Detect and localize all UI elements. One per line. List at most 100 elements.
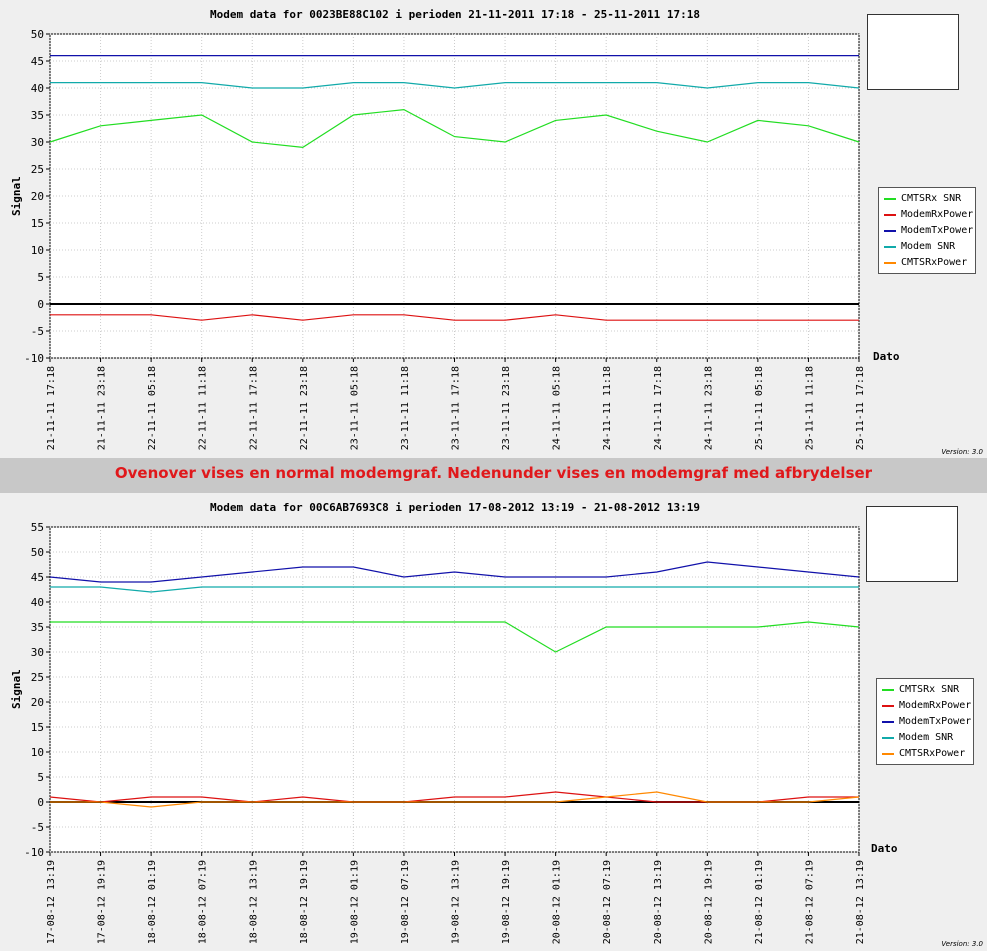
x-tick-label: 24-11-11 11:18: [602, 366, 613, 450]
series-line: [50, 314, 859, 321]
caption-band: Ovenover vises en normal modemgraf. Nede…: [0, 458, 987, 493]
series-line: [49, 108, 860, 149]
y-tick-label: 20: [31, 190, 44, 203]
y-tick-label: -10: [24, 846, 44, 859]
y-tick-label: 50: [31, 28, 44, 41]
x-axis-label: Dato: [871, 842, 898, 855]
x-tick-label: 22-11-11 11:18: [198, 366, 209, 450]
legend-label: CMTSRxPower: [899, 748, 966, 759]
x-tick-label: 18-08-12 07:19: [198, 860, 209, 944]
x-tick-label: 21-11-11 23:18: [97, 366, 108, 450]
x-tick-label: 23-11-11 11:18: [400, 366, 411, 450]
y-tick-label: 15: [31, 721, 44, 734]
x-tick-label: 25-11-11 05:18: [754, 366, 765, 450]
y-tick-label: 35: [31, 109, 44, 122]
y-tick-label: 30: [31, 646, 44, 659]
x-tick-label: 23-11-11 23:18: [501, 366, 512, 450]
x-tick-label: 20-08-12 19:19: [703, 860, 714, 944]
chart-panel-top: Modem data for 0023BE88C102 i perioden 2…: [0, 0, 987, 458]
y-tick-label: 20: [31, 696, 44, 709]
y-tick-label: 10: [31, 244, 44, 257]
empty-box: [867, 14, 959, 90]
x-tick-label: 24-11-11 05:18: [552, 366, 563, 450]
legend-label: ModemRxPower: [899, 700, 972, 711]
series-line: [49, 561, 860, 583]
legend-label: Modem SNR: [899, 732, 954, 743]
y-tick-label: 30: [31, 136, 44, 149]
x-tick-label: 19-08-12 13:19: [451, 860, 462, 944]
legend-label: CMTSRxPower: [901, 257, 968, 268]
x-tick-label: 22-11-11 23:18: [299, 366, 310, 450]
x-tick-label: 18-08-12 19:19: [299, 860, 310, 944]
x-tick-label: 20-08-12 07:19: [602, 860, 613, 944]
x-tick-label: 24-11-11 17:18: [653, 366, 664, 450]
x-tick-label: 20-08-12 01:19: [552, 860, 563, 944]
chart-title: Modem data for 00C6AB7693C8 i perioden 1…: [209, 501, 701, 514]
plot-area: 17-08-12 13:19 17-08-12 19:19 18-08-12 01:…: [24, 521, 866, 944]
legend-item: CMTSRx SNR: [877, 682, 973, 698]
legend-swatch: [884, 198, 896, 200]
y-tick-label: 5: [37, 771, 44, 784]
legend-item: Modem SNR: [877, 730, 973, 746]
chart-panel-bottom: Modem data for 00C6AB7693C8 i perioden 1…: [0, 493, 987, 951]
chart-title: Modem data for 0023BE88C102 i perioden 2…: [209, 8, 701, 21]
legend-swatch: [884, 214, 896, 216]
x-tick-label: 20-08-12 13:19: [653, 860, 664, 944]
legend-item: CMTSRxPower: [877, 746, 973, 762]
legend: CMTSRx SNR ModemRxPower ModemTxPower Modem …: [876, 678, 974, 765]
x-tick-label: 24-11-11 23:18: [703, 366, 714, 450]
version-label: Version: 3.0: [941, 940, 983, 948]
legend-item: ModemRxPower: [879, 207, 975, 223]
legend-label: CMTSRx SNR: [901, 193, 962, 204]
x-tick-label: 21-08-12 01:19: [754, 860, 765, 944]
y-tick-label: 40: [31, 596, 44, 609]
x-tick-label: 25-11-11 17:18: [855, 366, 866, 450]
series-line: [50, 621, 860, 653]
x-tick-label: 21-11-11 17:18: [46, 366, 57, 450]
y-tick-label: 10: [31, 746, 44, 759]
x-tick-label: 19-08-12 07:19: [400, 860, 411, 944]
y-tick-label: 50: [31, 546, 44, 559]
legend-item: Modem SNR: [879, 239, 975, 255]
legend-swatch: [882, 721, 894, 723]
empty-box: [866, 506, 958, 582]
series-line: [50, 586, 859, 593]
y-tick-label: 5: [37, 271, 44, 284]
plot-area: 21-11-11 17:18 21-11-11 23:18 22-11-11 05:…: [24, 28, 866, 450]
legend-swatch: [882, 689, 894, 691]
legend-label: Modem SNR: [901, 241, 956, 252]
legend-item: CMTSRxPower: [879, 255, 975, 271]
y-tick-label: -5: [31, 325, 44, 338]
x-tick-label: 18-08-12 01:19: [147, 860, 158, 944]
legend-swatch: [882, 737, 894, 739]
version-label: Version: 3.0: [941, 448, 983, 456]
y-tick-label: 15: [31, 217, 44, 230]
legend-swatch: [884, 246, 896, 248]
legend-label: ModemTxPower: [901, 225, 974, 236]
y-tick-label: 0: [37, 298, 44, 311]
x-tick-label: 21-08-12 13:19: [855, 860, 866, 944]
legend-swatch: [884, 230, 896, 232]
x-tick-label: 18-08-12 13:19: [248, 860, 259, 944]
y-tick-label: 55: [31, 521, 44, 534]
x-tick-label: 19-08-12 01:19: [349, 860, 360, 944]
series-line: [50, 791, 860, 808]
legend-item: ModemTxPower: [877, 714, 973, 730]
legend-swatch: [884, 262, 896, 264]
caption-text: Ovenover vises en normal modemgraf. Nede…: [114, 464, 873, 482]
y-tick-label: 45: [31, 55, 44, 68]
y-tick-label: 0: [37, 796, 44, 809]
y-tick-label: -10: [24, 352, 44, 365]
y-tick-label: 25: [31, 671, 44, 684]
x-axis-label: Dato: [873, 350, 900, 363]
x-tick-label: 22-11-11 05:18: [147, 366, 158, 450]
x-tick-label: 19-08-12 19:19: [501, 860, 512, 944]
x-tick-label: 23-11-11 05:18: [349, 366, 360, 450]
x-tick-label: 17-08-12 19:19: [97, 860, 108, 944]
y-tick-label: 45: [31, 571, 44, 584]
legend: CMTSRx SNR ModemRxPower ModemTxPower Modem …: [878, 187, 976, 274]
series-line: [50, 81, 860, 89]
x-tick-label: 21-08-12 07:19: [804, 860, 815, 944]
legend-item: CMTSRx SNR: [879, 191, 975, 207]
legend-item: ModemTxPower: [879, 223, 975, 239]
